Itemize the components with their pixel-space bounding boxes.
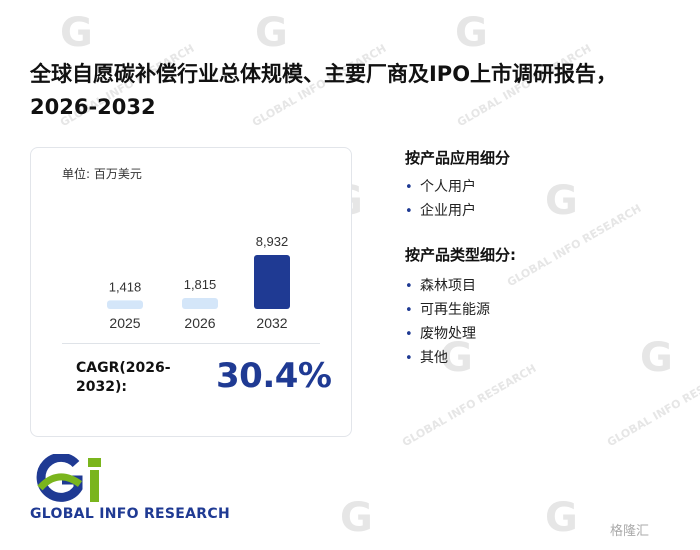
watermark-text: GLOBAL INFO RESEARCH [605,361,700,450]
watermark-text: GLOBAL INFO RESEARCH [505,201,644,290]
bullet-icon: • [405,180,413,195]
bar-chart: 1,418 2025 1,815 2026 8,932 2032 [107,234,290,331]
segment-list-application: • 个人用户 • 企业用户 [405,175,476,223]
category-label: 2026 [184,315,215,331]
list-item: • 森林项目 [405,274,490,298]
bullet-icon: • [405,351,413,366]
cagr-value: 30.4% [216,356,332,396]
page-title: 全球自愿碳补偿行业总体规模、主要厂商及IPO上市调研报告，2026-2032 [30,62,618,119]
watermark-logo: G [340,495,373,541]
value-label: 1,418 [109,279,142,294]
segment-title-type: 按产品类型细分: [405,246,516,264]
watermark-logo: G [60,10,93,56]
value-label: 1,815 [184,277,217,292]
company-logo-text: GLOBAL INFO RESEARCH [30,506,230,522]
watermark-logo: G [545,495,578,541]
bullet-icon: • [405,327,413,342]
bar-2026 [182,298,218,309]
divider [62,343,320,344]
unit-label: 单位: 百万美元 [62,167,142,181]
list-item: • 企业用户 [405,199,476,223]
list-item-label: 个人用户 [420,179,476,195]
list-item: • 其他 [405,346,490,370]
list-item-label: 企业用户 [420,203,476,219]
list-item-label: 废物处理 [420,326,476,342]
cagr-label: CAGR(2026-2032): [76,360,171,395]
watermark-logo: G [640,335,673,381]
company-logo-icon [36,454,101,502]
list-item-label: 森林项目 [420,278,476,294]
list-item-label: 可再生能源 [420,302,490,318]
watermark-logo: G [455,10,488,56]
bar-2032 [254,255,290,309]
chart-card [30,147,352,437]
category-label: 2025 [109,315,140,331]
list-item-label: 其他 [420,350,448,366]
bullet-icon: • [405,204,413,219]
bullet-icon: • [405,279,413,294]
bar-2025 [107,300,143,309]
watermark-text: GLOBAL INFO RESEARCH [400,361,539,450]
segment-title-application: 按产品应用细分 [405,149,511,167]
category-label: 2032 [256,315,287,331]
watermark-logo: G [545,178,578,224]
corner-watermark: 格隆汇 [610,524,650,539]
list-item: • 个人用户 [405,175,476,199]
list-item: • 可再生能源 [405,298,490,322]
value-label: 8,932 [256,234,289,249]
bullet-icon: • [405,303,413,318]
list-item: • 废物处理 [405,322,490,346]
watermark-logo: G [255,10,288,56]
segment-list-type: • 森林项目 • 可再生能源 • 废物处理 • 其他 [405,274,490,370]
